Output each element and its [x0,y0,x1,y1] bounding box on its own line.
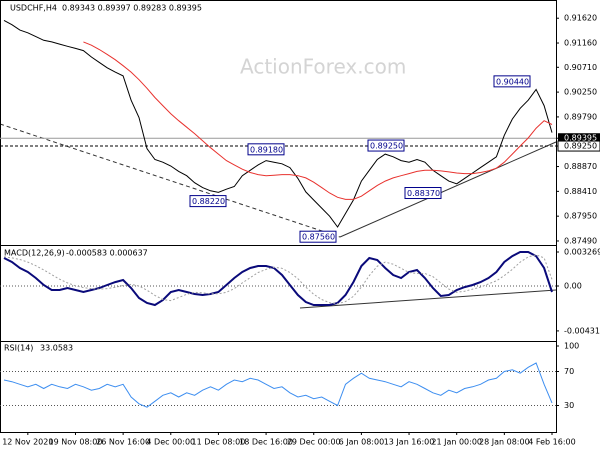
x-tick-label: 21 Jan 00:00 [431,438,482,447]
rsi-line [3,362,553,408]
y-tick-label: 0.91160 [564,39,597,48]
macd-subtitle: -0.000583 0.000637 [66,249,148,258]
x-tick-label: 4 Dec 00:00 [146,438,195,447]
x-tick-label: 4 Feb 16:00 [528,438,575,447]
y-tick-label: 70 [564,367,574,376]
trend-line [299,289,557,309]
trend-line [0,123,341,238]
rsi-panel [0,341,557,433]
annotation-box [189,195,227,208]
series-line [3,19,553,228]
y-tick-label: 0.89395 [564,134,597,143]
rsi-subtitle: 33.0583 [40,344,73,353]
panel-borders [0,0,557,433]
y-tick-label: 0.90710 [564,63,597,72]
annotation: 0.90440 [496,77,529,86]
x-tick-label: 28 Jan 08:00 [479,438,530,447]
x-tick-label: 6 Jan 08:00 [339,438,385,447]
annotation: 0.89250 [370,142,403,151]
y-tick-label: 30 [564,401,574,410]
chart-title: USDCHF,H4 [10,4,57,13]
rsi-title: RSI(14) [4,344,33,353]
y-tick-label: 0.88410 [564,187,597,196]
y-tick-label: 0.87490 [564,236,597,245]
series-line [3,254,553,305]
y-tick-label: 0.003269 [564,248,600,257]
x-tick-label: 26 Nov 16:00 [96,438,150,447]
y-tick-label: -0.004316 [564,326,600,335]
watermark: ActionForex.com [240,55,406,79]
annotation-box [493,75,531,88]
y-tick-label: 0.90250 [564,88,597,97]
y-tick-label: 0.88870 [564,162,597,171]
y-tick-label: 0.91620 [564,14,597,23]
y-tick-label: 0.89790 [564,112,597,121]
annotation: 0.87560 [302,233,335,242]
annotation: 0.89180 [250,145,283,154]
y-tick-label: 0.89250 [564,142,597,151]
y-tick-label: 100 [564,342,579,351]
x-tick-label: 13 Jan 16:00 [384,438,435,447]
level-box [557,140,600,152]
x-tick-label: 18 Dec 16:00 [239,438,293,447]
annotation-box [247,143,285,156]
trend-line [339,141,557,238]
annotation-box [299,230,337,243]
annotation-box [404,187,442,200]
annotation: 0.88220 [192,197,225,206]
x-tick-label: 29 Dec 00:00 [287,438,341,447]
macd-title: MACD(12,26,9) [4,249,65,258]
y-tick-label: 0.00 [564,282,582,291]
y-tick-label: 0.87950 [564,212,597,221]
x-tick-label: 11 Dec 08:00 [192,438,246,447]
annotation: 0.88370 [407,189,440,198]
x-tick-label: 12 Nov 2020 [2,438,53,447]
annotation-box [367,139,405,152]
x-tick-label: 19 Nov 08:00 [49,438,103,447]
series-line [83,41,553,200]
chart-subtitle: 0.89343 0.89397 0.89283 0.89395 [62,4,202,13]
price-box [558,133,600,144]
